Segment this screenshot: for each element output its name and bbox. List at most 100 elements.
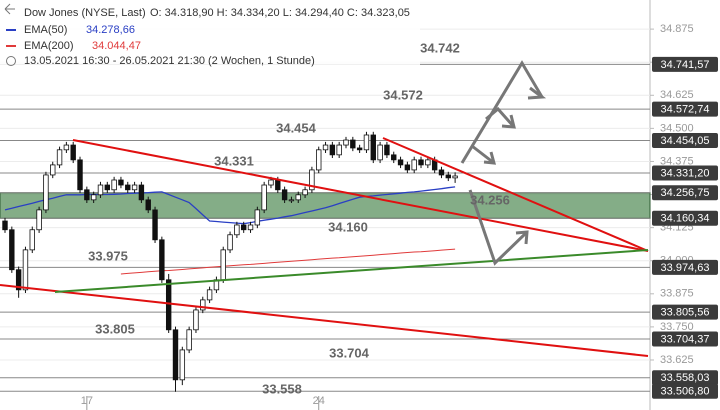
ohlc: O: 34.318,90 H: 34.334,20 L: 34.294,40 C… <box>150 7 410 19</box>
instrument-title: Dow Jones (NYSE, Last) <box>24 7 146 19</box>
legend-bg <box>0 0 420 68</box>
price-box <box>652 210 718 226</box>
candle-body <box>9 229 15 271</box>
candle-body <box>206 289 213 301</box>
arrow-head <box>527 86 547 100</box>
candle-body <box>240 224 247 231</box>
level-annotation: 33.558 <box>262 381 302 396</box>
level-annotation: 33.805 <box>95 321 135 336</box>
candle-body <box>425 159 431 166</box>
candle-body <box>350 139 356 149</box>
candle-body <box>275 179 281 191</box>
candle-body <box>227 234 233 251</box>
candle-body <box>247 224 254 231</box>
candle-body <box>200 299 206 311</box>
y-tick-label: 33.625 <box>660 354 694 366</box>
x-tick-label: 17 <box>81 395 93 407</box>
candle-body <box>165 279 172 331</box>
candle-body <box>220 249 226 281</box>
candle-body <box>36 209 42 231</box>
price-label: 34.256,75 <box>661 187 710 199</box>
y-tick-label: 34.625 <box>660 89 694 101</box>
candle-body <box>77 159 83 191</box>
arrow <box>485 106 516 128</box>
level-annotation: 34.331 <box>214 153 254 168</box>
legend-value: 34.278,66 <box>86 24 135 36</box>
candle-body <box>63 144 70 151</box>
trend-line <box>0 284 649 357</box>
price-box <box>652 383 718 399</box>
level-annotation: 34.454 <box>276 120 317 135</box>
candle-body <box>322 144 329 151</box>
candle-body <box>56 149 63 166</box>
candle-body <box>404 164 411 171</box>
candle-body <box>370 134 376 161</box>
candle-body <box>118 179 124 186</box>
candle-body <box>172 329 179 381</box>
candle-body <box>397 159 404 166</box>
candle-body <box>281 189 288 201</box>
candle-body <box>125 184 131 191</box>
candle-body <box>316 149 322 171</box>
price-box <box>652 165 718 181</box>
ema-line <box>4 186 456 225</box>
drawings <box>0 60 649 357</box>
price-box <box>652 259 718 275</box>
price-box <box>652 133 718 149</box>
price-label: 34.572,74 <box>661 104 710 116</box>
y-tick-label: 34.500 <box>660 122 694 134</box>
price-label: 34.331,20 <box>661 167 710 179</box>
level-annotation: 34.572 <box>383 87 423 102</box>
candle-body <box>261 184 267 211</box>
candle-body <box>391 154 397 161</box>
arrow <box>471 144 495 165</box>
price-label: 33.558,03 <box>661 372 710 384</box>
y-tick-label: 34.375 <box>660 155 694 167</box>
candle-body <box>363 134 370 151</box>
candle-body <box>70 144 76 161</box>
candle-body <box>15 269 22 291</box>
price-box <box>652 331 718 347</box>
candle-body <box>411 159 417 171</box>
candle-body <box>377 144 383 161</box>
price-label: 33.506,80 <box>661 386 710 398</box>
candle-body <box>193 309 199 331</box>
price-label: 33.974,63 <box>661 262 710 274</box>
price-label: 34.454,05 <box>661 135 710 147</box>
candle-body <box>329 144 336 156</box>
legend-value: 34.044,47 <box>92 40 141 52</box>
candle-body <box>336 144 342 156</box>
x-tick-label: 24 <box>313 395 325 407</box>
legend: Dow Jones (NYSE, Last) O: 34.318,90 H: 3… <box>0 0 420 68</box>
candle-body <box>418 159 424 166</box>
candle-body <box>179 349 186 381</box>
candle-body <box>288 199 295 202</box>
trend-line <box>54 249 649 293</box>
candle-body <box>234 224 240 236</box>
candle-body <box>302 189 308 196</box>
candle-body <box>111 179 117 191</box>
period: 13.05.2021 16:30 - 26.05.2021 21:30 <box>24 55 205 67</box>
icon <box>6 56 16 66</box>
candle-body <box>97 184 104 196</box>
y-tick-label: 34.875 <box>660 23 694 35</box>
price-box <box>652 370 718 386</box>
price-label: 33.704,37 <box>661 333 710 345</box>
trend-line <box>72 139 649 252</box>
candle-body <box>343 139 349 146</box>
candle-body <box>309 169 315 191</box>
arrow-head <box>501 114 516 129</box>
arrow <box>468 189 529 266</box>
candle-body <box>152 209 158 241</box>
legend-swatch <box>6 29 16 31</box>
price-label: 34.160,34 <box>661 213 710 225</box>
candle-body <box>50 164 56 176</box>
candle-body <box>145 199 151 211</box>
level-annotation: 34.256 <box>470 192 510 207</box>
level-annotation: 34.742 <box>420 40 460 55</box>
candle-body <box>384 144 390 156</box>
support-zone <box>0 192 651 219</box>
price-box <box>652 56 718 72</box>
